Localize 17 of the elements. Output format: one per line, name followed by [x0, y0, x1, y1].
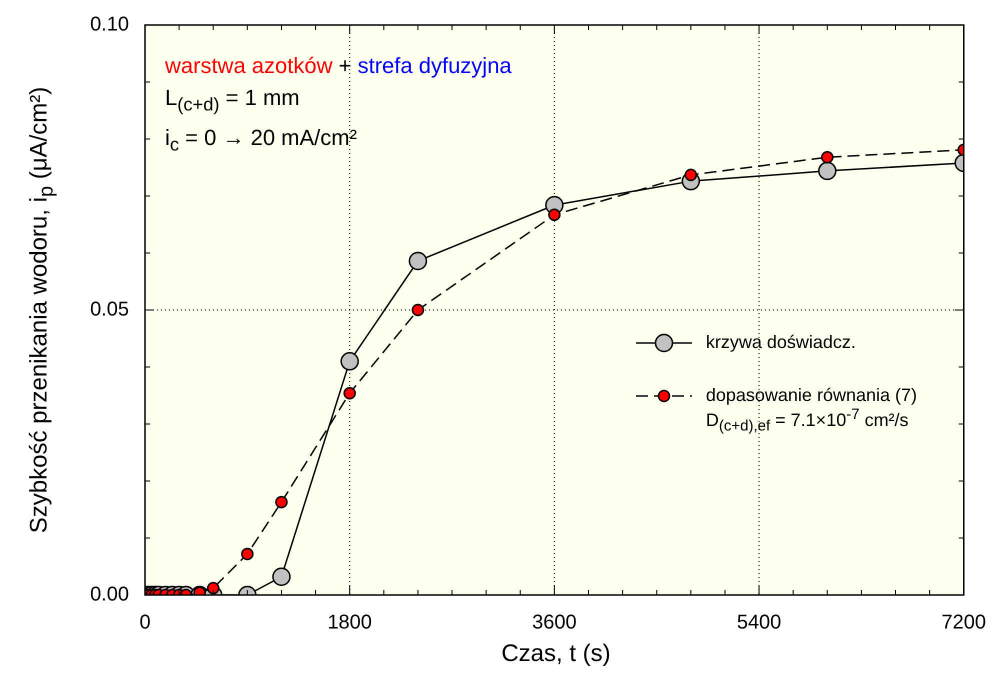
annotation: + [338, 53, 352, 78]
legend-label: dopasowanie równania (7) [706, 385, 917, 406]
annotation: L$_{(c+d)}$ = 1 mm [165, 85, 300, 116]
x-tick-label: 0 [139, 612, 151, 634]
annotation: D$_{(c+d),ef}$ = 7.1×10$^{-7}$ cm²/s [706, 406, 910, 435]
annotation: i$_{c}$ = 0 → 20 mA/cm² [165, 125, 357, 156]
x-tick-label: 5400 [736, 612, 782, 634]
annotation: strefa dyfuzyjna [358, 53, 512, 78]
y-tick-label: 0.00 [90, 584, 129, 606]
y-tick-label: 0.10 [90, 14, 129, 36]
x-tick-label: 3600 [532, 612, 577, 634]
legend-label: krzywa doświadcz. [706, 332, 856, 354]
annotation: warstwa azotków [165, 53, 334, 78]
y-tick-label: 0.05 [90, 298, 129, 321]
x-tick-label: 1800 [327, 612, 372, 634]
x-tick-label: 7200 [942, 612, 986, 634]
x-axis-title: Czas, t (s) [501, 640, 611, 668]
